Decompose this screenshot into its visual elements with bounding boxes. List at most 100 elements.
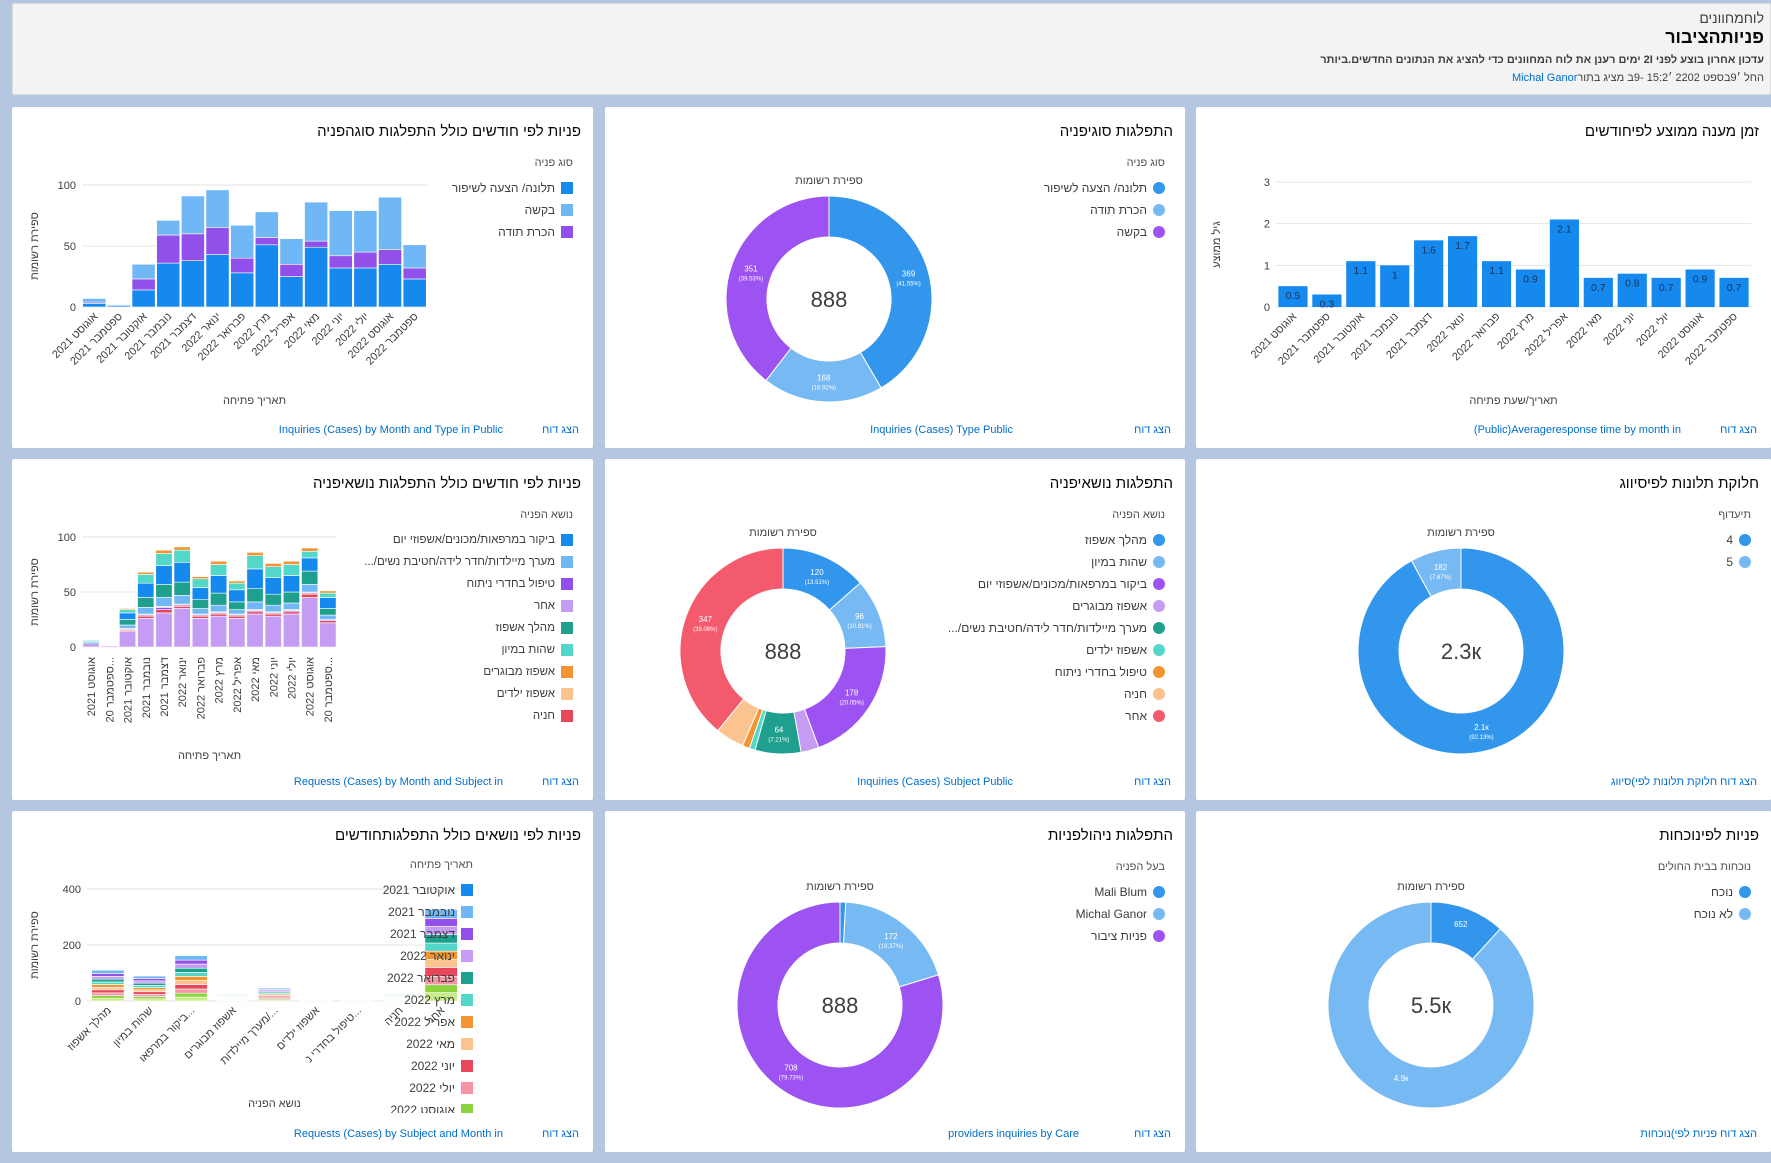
legend-item[interactable]: מערך מיילדות/חדר לידה/חטיבת נשים/...: [364, 551, 573, 573]
bar-segment: [402, 244, 427, 269]
y-tick-label: 1: [1264, 260, 1270, 272]
show-report-link[interactable]: הצג דוח: [1134, 776, 1171, 788]
legend-item[interactable]: נובמבר 2021: [383, 901, 473, 923]
legend-item[interactable]: אוקטובר 2021: [383, 879, 473, 901]
report-name-link[interactable]: Inquiries (Cases) by Month and Type in P…: [278, 424, 503, 436]
legend-label: מרץ 2022: [404, 993, 455, 1007]
bar: [1651, 277, 1681, 307]
bar-segment: [191, 618, 209, 648]
bar: [1719, 277, 1749, 307]
x-tick-label: אפריל 2022: [231, 657, 244, 713]
show-report-link[interactable]: הצג דוח: [1720, 424, 1757, 436]
legend-swatch: [1739, 534, 1751, 546]
x-tick-label: אוגוסט 2021: [86, 657, 98, 716]
report-name-link[interactable]: (Public)Averageresponse time by month in: [1473, 424, 1681, 436]
bar-segment: [353, 267, 378, 308]
legend-item[interactable]: 5: [1718, 551, 1751, 573]
donut-center-label: 2.3к: [1441, 639, 1482, 664]
chart-title: ספירת רשומות: [795, 175, 863, 187]
legend-item[interactable]: אחר: [948, 705, 1165, 727]
report-name-link[interactable]: Requests (Cases) by Month and Subject in: [293, 776, 503, 788]
y-tick-label: 400: [63, 884, 81, 896]
bar-segment: [246, 613, 264, 648]
legend-item[interactable]: אשפוז ילדים: [948, 639, 1165, 661]
legend-swatch: [561, 556, 573, 568]
legend-item[interactable]: חניה: [948, 683, 1165, 705]
legend-item[interactable]: מהלך אשפוז: [948, 529, 1165, 551]
show-report-link[interactable]: הצג דוח: [542, 776, 579, 788]
slice-value-label: 168: [817, 373, 831, 382]
legend-item[interactable]: אשפוז מבוגרים: [364, 661, 573, 683]
legend-item[interactable]: אשפוז מבוגרים: [948, 595, 1165, 617]
legend-item[interactable]: ינואר 2022: [383, 945, 473, 967]
legend-title: תאריך פתיחה: [409, 859, 473, 871]
legend-item[interactable]: לא נוכח: [1658, 903, 1751, 925]
bar-segment: [174, 996, 208, 1002]
bar-segment: [210, 575, 228, 594]
legend-item[interactable]: נוכח: [1658, 881, 1751, 903]
legend-item[interactable]: אפריל 2022: [383, 1011, 473, 1033]
legend-item[interactable]: מאי 2022: [383, 1033, 473, 1055]
bar-segment: [353, 210, 378, 253]
bar-segment: [328, 210, 353, 257]
slice-percent-label: (79.73%): [779, 1075, 803, 1081]
report-name-link[interactable]: Requests (Cases) by Subject and Month in: [293, 1128, 503, 1140]
legend-item[interactable]: יוני 2022: [383, 1055, 473, 1077]
slice-percent-label: (7.21%): [768, 737, 789, 743]
legend-item[interactable]: אחר: [364, 595, 573, 617]
legend-item[interactable]: ביקור במרפאות/מכונים/אשפוזי יום: [948, 573, 1165, 595]
legend-item[interactable]: פברואר 2022: [383, 967, 473, 989]
bar-value-label: 0.7: [1727, 282, 1742, 294]
legend-item[interactable]: מהלך אשפוז: [364, 617, 573, 639]
legend-item[interactable]: אוגוסט 2022: [383, 1099, 473, 1113]
legend-item[interactable]: שהות במיון: [364, 639, 573, 661]
legend-item[interactable]: מערך מיילדות/חדר לידה/חטיבת נשים/...: [948, 617, 1165, 639]
legend-item[interactable]: Mali Blum: [1076, 881, 1165, 903]
legend-item[interactable]: הכרת תודה: [452, 221, 573, 243]
legend-swatch: [461, 1060, 473, 1072]
bar-segment: [181, 260, 205, 308]
legend-swatch: [1153, 930, 1165, 942]
bar-segment: [174, 976, 208, 981]
show-report-link[interactable]: הצג דוח: [1134, 1128, 1171, 1140]
legend-item[interactable]: פניות ציבור: [1076, 925, 1165, 947]
bar-segment: [254, 237, 279, 246]
legend-item[interactable]: יולי 2022: [383, 1077, 473, 1099]
report-name-link[interactable]: providers inquiries by Care: [948, 1128, 1079, 1140]
bar-segment: [156, 262, 181, 308]
bar-segment: [131, 264, 156, 280]
show-report-link[interactable]: הצג דוח: [1134, 424, 1171, 436]
bar-segment: [174, 984, 208, 990]
legend-swatch: [561, 226, 573, 238]
legend-item[interactable]: טיפול בחדרי ניתוח: [948, 661, 1165, 683]
legend-item[interactable]: מרץ 2022: [383, 989, 473, 1011]
show-report-link[interactable]: הצג דוח: [542, 1128, 579, 1140]
legend-item[interactable]: תלונה/ הצעה לשיפור: [1044, 177, 1165, 199]
refresh-notice[interactable]: עדכון אחרון בוצע לפני 2I ימים רענן את לו…: [1320, 54, 1764, 66]
legend-label: שהות במיון: [501, 644, 555, 656]
report-name-link[interactable]: Inquiries (Cases) Subject Public: [857, 776, 1013, 788]
show-report-link[interactable]: הצג דוח חלוקת תלונות לפי)סיווג: [1610, 776, 1757, 788]
legend-item[interactable]: 4: [1718, 529, 1751, 551]
legend-item[interactable]: תלונה/ הצעה לשיפור: [452, 177, 573, 199]
show-report-link[interactable]: הצג דוח פניות לפי)נוכחות: [1640, 1128, 1757, 1140]
report-name-link[interactable]: Inquiries (Cases) Type Public: [870, 424, 1013, 436]
bar-segment: [91, 997, 125, 1002]
bar-segment: [246, 568, 264, 590]
show-report-link[interactable]: הצג דוח: [542, 424, 579, 436]
legend-item[interactable]: דצמבר 2021: [383, 923, 473, 945]
legend-item[interactable]: שהות במיון: [948, 551, 1165, 573]
legend-item[interactable]: ביקור במרפאות/מכונים/אשפוזי יום: [364, 529, 573, 551]
y-tick-label: 50: [64, 241, 76, 253]
donut-slice: [828, 195, 933, 389]
legend-item[interactable]: אשפוז ילדים: [364, 683, 573, 705]
legend-item[interactable]: בקשה: [1044, 221, 1165, 243]
legend-item[interactable]: הכרת תודה: [1044, 199, 1165, 221]
donut-slice: [679, 547, 784, 732]
viewer-link[interactable]: Michal Ganor: [1511, 72, 1578, 84]
legend-item[interactable]: חניה: [364, 705, 573, 727]
legend-swatch: [461, 1104, 473, 1113]
legend-item[interactable]: Michal Ganor: [1076, 903, 1165, 925]
legend-item[interactable]: בקשה: [452, 199, 573, 221]
legend-item[interactable]: טיפול בחדרי ניתוח: [364, 573, 573, 595]
